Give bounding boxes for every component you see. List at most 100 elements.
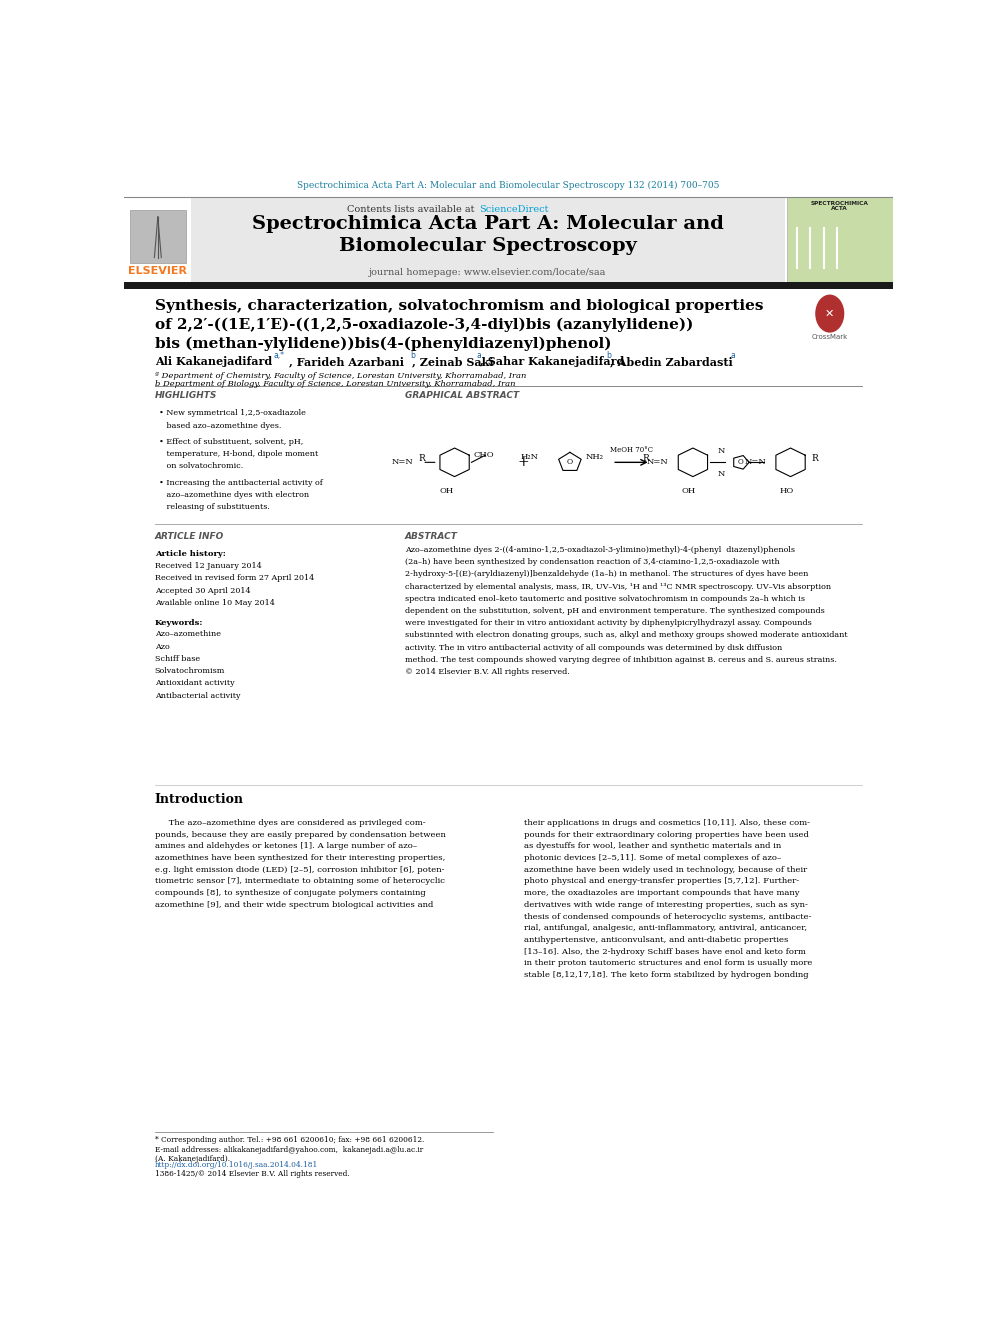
Text: http://dx.doi.org/10.1016/j.saa.2014.04.181: http://dx.doi.org/10.1016/j.saa.2014.04.… bbox=[155, 1162, 318, 1170]
Text: E-mail addresses: alikakanejadifard@yahoo.com,  kakanejadi.a@lu.ac.ir: E-mail addresses: alikakanejadifard@yaho… bbox=[155, 1146, 423, 1154]
Text: 2-hydroxy-5-[(E)-(aryldiazenyl)]benzaldehyde (1a–h) in methanol. The structures : 2-hydroxy-5-[(E)-(aryldiazenyl)]benzalde… bbox=[405, 570, 808, 578]
Text: Ali Kakanejadifard: Ali Kakanejadifard bbox=[155, 356, 272, 368]
Text: b: b bbox=[606, 352, 611, 360]
Text: R: R bbox=[811, 454, 818, 463]
Text: pounds for their extraordinary coloring properties have been used: pounds for their extraordinary coloring … bbox=[524, 831, 808, 839]
Text: dependent on the substitution, solvent, pH and environment temperature. The synt: dependent on the substitution, solvent, … bbox=[405, 607, 824, 615]
Text: method. The test compounds showed varying degree of inhibition against B. cereus: method. The test compounds showed varyin… bbox=[405, 656, 836, 664]
Text: a: a bbox=[476, 352, 481, 360]
Text: photonic devices [2–5,11]. Some of metal complexes of azo–: photonic devices [2–5,11]. Some of metal… bbox=[524, 855, 781, 863]
Text: , Sahar Kakanejadifard: , Sahar Kakanejadifard bbox=[480, 356, 624, 368]
Text: Synthesis, characterization, solvatochromism and biological properties
of 2,2′-(: Synthesis, characterization, solvatochro… bbox=[155, 299, 763, 351]
Text: characterized by elemental analysis, mass, IR, UV–Vis, ¹H and ¹³C NMR spectrosco: characterized by elemental analysis, mas… bbox=[405, 582, 830, 590]
Text: were investigated for their in vitro antioxidant activity by diphenylpicrylhydra: were investigated for their in vitro ant… bbox=[405, 619, 811, 627]
Text: ª Department of Chemistry, Faculty of Science, Lorestan University, Khorramabad,: ª Department of Chemistry, Faculty of Sc… bbox=[155, 372, 526, 380]
Text: Antibacterial activity: Antibacterial activity bbox=[155, 692, 240, 700]
Text: CrossMark: CrossMark bbox=[811, 333, 848, 340]
Text: © 2014 Elsevier B.V. All rights reserved.: © 2014 Elsevier B.V. All rights reserved… bbox=[405, 668, 569, 676]
Text: more, the oxadiazoles are important compounds that have many: more, the oxadiazoles are important comp… bbox=[524, 889, 800, 897]
Text: ABSTRACT: ABSTRACT bbox=[405, 532, 457, 541]
Text: Introduction: Introduction bbox=[155, 794, 244, 807]
Text: their applications in drugs and cosmetics [10,11]. Also, these com-: their applications in drugs and cosmetic… bbox=[524, 819, 809, 827]
Text: +: + bbox=[518, 455, 530, 470]
Text: ELSEVIER: ELSEVIER bbox=[128, 266, 187, 277]
Text: The azo–azomethine dyes are considered as privileged com-: The azo–azomethine dyes are considered a… bbox=[155, 819, 426, 827]
Text: , Farideh Azarbani: , Farideh Azarbani bbox=[290, 356, 405, 368]
Bar bbox=[124, 282, 893, 290]
Text: substinnted with electron donating groups, such as, alkyl and methoxy groups sho: substinnted with electron donating group… bbox=[405, 631, 847, 639]
Text: releasing of substituents.: releasing of substituents. bbox=[159, 503, 270, 511]
Text: Solvatochromism: Solvatochromism bbox=[155, 667, 225, 675]
Text: N: N bbox=[717, 470, 725, 478]
Text: tiometric sensor [7], intermediate to obtaining some of heterocyclic: tiometric sensor [7], intermediate to ob… bbox=[155, 877, 444, 885]
Text: Article history:: Article history: bbox=[155, 550, 225, 558]
Text: Azo–azomethine: Azo–azomethine bbox=[155, 631, 221, 639]
Text: Contents lists available at: Contents lists available at bbox=[347, 205, 478, 213]
Text: N=N: N=N bbox=[744, 458, 766, 466]
Text: MeOH 70°C: MeOH 70°C bbox=[610, 446, 653, 454]
Text: Available online 10 May 2014: Available online 10 May 2014 bbox=[155, 599, 275, 607]
Text: thesis of condensed compounds of heterocyclic systems, antibacte-: thesis of condensed compounds of heteroc… bbox=[524, 913, 811, 921]
Text: NH₂: NH₂ bbox=[585, 452, 603, 460]
Text: OH: OH bbox=[439, 487, 454, 495]
Text: N=N: N=N bbox=[391, 458, 413, 466]
Text: as dyestuffs for wool, leather and synthetic materials and in: as dyestuffs for wool, leather and synth… bbox=[524, 843, 781, 851]
Text: 1386-1425/© 2014 Elsevier B.V. All rights reserved.: 1386-1425/© 2014 Elsevier B.V. All right… bbox=[155, 1171, 349, 1179]
Text: * Corresponding author. Tel.: +98 661 6200610; fax: +98 661 6200612.: * Corresponding author. Tel.: +98 661 62… bbox=[155, 1135, 425, 1143]
Text: spectra indicated enol–keto tautomeric and positive solvatochromism in compounds: spectra indicated enol–keto tautomeric a… bbox=[405, 595, 805, 603]
Text: stable [8,12,17,18]. The keto form stabilized by hydrogen bonding: stable [8,12,17,18]. The keto form stabi… bbox=[524, 971, 808, 979]
Text: [13–16]. Also, the 2-hydroxy Schiff bases have enol and keto form: [13–16]. Also, the 2-hydroxy Schiff base… bbox=[524, 947, 806, 955]
Text: GRAPHICAL ABSTRACT: GRAPHICAL ABSTRACT bbox=[405, 392, 519, 400]
Text: OH: OH bbox=[682, 487, 696, 495]
Text: rial, antifungal, analgesic, anti-inflammatory, antiviral, anticancer,: rial, antifungal, analgesic, anti-inflam… bbox=[524, 925, 806, 933]
Text: on solvatochromic.: on solvatochromic. bbox=[159, 462, 243, 471]
Text: SPECTROCHIMICA
ACTA: SPECTROCHIMICA ACTA bbox=[810, 201, 869, 212]
Text: azomethines have been synthesized for their interesting properties,: azomethines have been synthesized for th… bbox=[155, 855, 445, 863]
Bar bbox=[787, 197, 893, 283]
Text: N=N: N=N bbox=[647, 458, 669, 466]
Text: • Increasing the antibacterial activity of: • Increasing the antibacterial activity … bbox=[159, 479, 322, 487]
Text: journal homepage: www.elsevier.com/locate/saa: journal homepage: www.elsevier.com/locat… bbox=[369, 269, 606, 277]
Text: azomethine [9], and their wide spectrum biological activities and: azomethine [9], and their wide spectrum … bbox=[155, 901, 434, 909]
Text: CHO: CHO bbox=[473, 451, 494, 459]
Text: R: R bbox=[643, 454, 649, 463]
Text: pounds, because they are easily prepared by condensation between: pounds, because they are easily prepared… bbox=[155, 831, 445, 839]
Bar bbox=[189, 197, 786, 283]
Text: a,*: a,* bbox=[274, 352, 285, 360]
Text: Schiff base: Schiff base bbox=[155, 655, 199, 663]
Text: Accepted 30 April 2014: Accepted 30 April 2014 bbox=[155, 586, 250, 594]
Text: based azo–azomethine dyes.: based azo–azomethine dyes. bbox=[159, 422, 281, 430]
Text: Azo–azomethine dyes 2-((4-amino-1,2,5-oxadiazol-3-ylimino)methyl)-4-(phenyl  dia: Azo–azomethine dyes 2-((4-amino-1,2,5-ox… bbox=[405, 546, 795, 554]
Bar bbox=[130, 209, 186, 263]
Text: azomethine have been widely used in technology, because of their: azomethine have been widely used in tech… bbox=[524, 865, 806, 873]
Text: Received 12 January 2014: Received 12 January 2014 bbox=[155, 562, 262, 570]
Text: , Zeinab Saki: , Zeinab Saki bbox=[413, 356, 494, 368]
Text: ARTICLE INFO: ARTICLE INFO bbox=[155, 532, 224, 541]
Circle shape bbox=[815, 295, 843, 332]
Text: O: O bbox=[566, 458, 573, 466]
Text: Keywords:: Keywords: bbox=[155, 619, 203, 627]
Text: Received in revised form 27 April 2014: Received in revised form 27 April 2014 bbox=[155, 574, 314, 582]
Text: HIGHLIGHTS: HIGHLIGHTS bbox=[155, 392, 217, 400]
Text: H₂N: H₂N bbox=[521, 452, 539, 460]
Text: Antioxidant activity: Antioxidant activity bbox=[155, 679, 234, 688]
Text: activity. The in vitro antibacterial activity of all compounds was determined by: activity. The in vitro antibacterial act… bbox=[405, 644, 782, 652]
Text: Azo: Azo bbox=[155, 643, 170, 651]
Text: derivatives with wide range of interesting properties, such as syn-: derivatives with wide range of interesti… bbox=[524, 901, 807, 909]
Text: temperature, H-bond, dipole moment: temperature, H-bond, dipole moment bbox=[159, 450, 317, 458]
Text: • Effect of substituent, solvent, pH,: • Effect of substituent, solvent, pH, bbox=[159, 438, 303, 446]
Text: • New symmetrical 1,2,5-oxadiazole: • New symmetrical 1,2,5-oxadiazole bbox=[159, 409, 306, 417]
Text: b Department of Biology, Faculty of Science, Lorestan University, Khorramabad, I: b Department of Biology, Faculty of Scie… bbox=[155, 380, 515, 388]
Text: a: a bbox=[730, 352, 735, 360]
Text: antihypertensive, anticonvulsant, and anti-diabetic properties: antihypertensive, anticonvulsant, and an… bbox=[524, 937, 789, 945]
Text: e.g. light emission diode (LED) [2–5], corrosion inhibitor [6], poten-: e.g. light emission diode (LED) [2–5], c… bbox=[155, 865, 444, 873]
Text: in their proton tautomeric structures and enol form is usually more: in their proton tautomeric structures an… bbox=[524, 959, 812, 967]
Text: Spectrochimica Acta Part A: Molecular and Biomolecular Spectroscopy 132 (2014) 7: Spectrochimica Acta Part A: Molecular an… bbox=[298, 181, 719, 191]
Text: Spectrochimica Acta Part A: Molecular and
Biomolecular Spectroscopy: Spectrochimica Acta Part A: Molecular an… bbox=[252, 214, 723, 255]
Text: compounds [8], to synthesize of conjugate polymers containing: compounds [8], to synthesize of conjugat… bbox=[155, 889, 426, 897]
Text: b: b bbox=[410, 352, 415, 360]
Text: ✕: ✕ bbox=[825, 308, 834, 319]
Text: azo–azomethine dyes with electron: azo–azomethine dyes with electron bbox=[159, 491, 309, 499]
Text: N: N bbox=[717, 447, 725, 455]
Bar bbox=[124, 197, 190, 288]
